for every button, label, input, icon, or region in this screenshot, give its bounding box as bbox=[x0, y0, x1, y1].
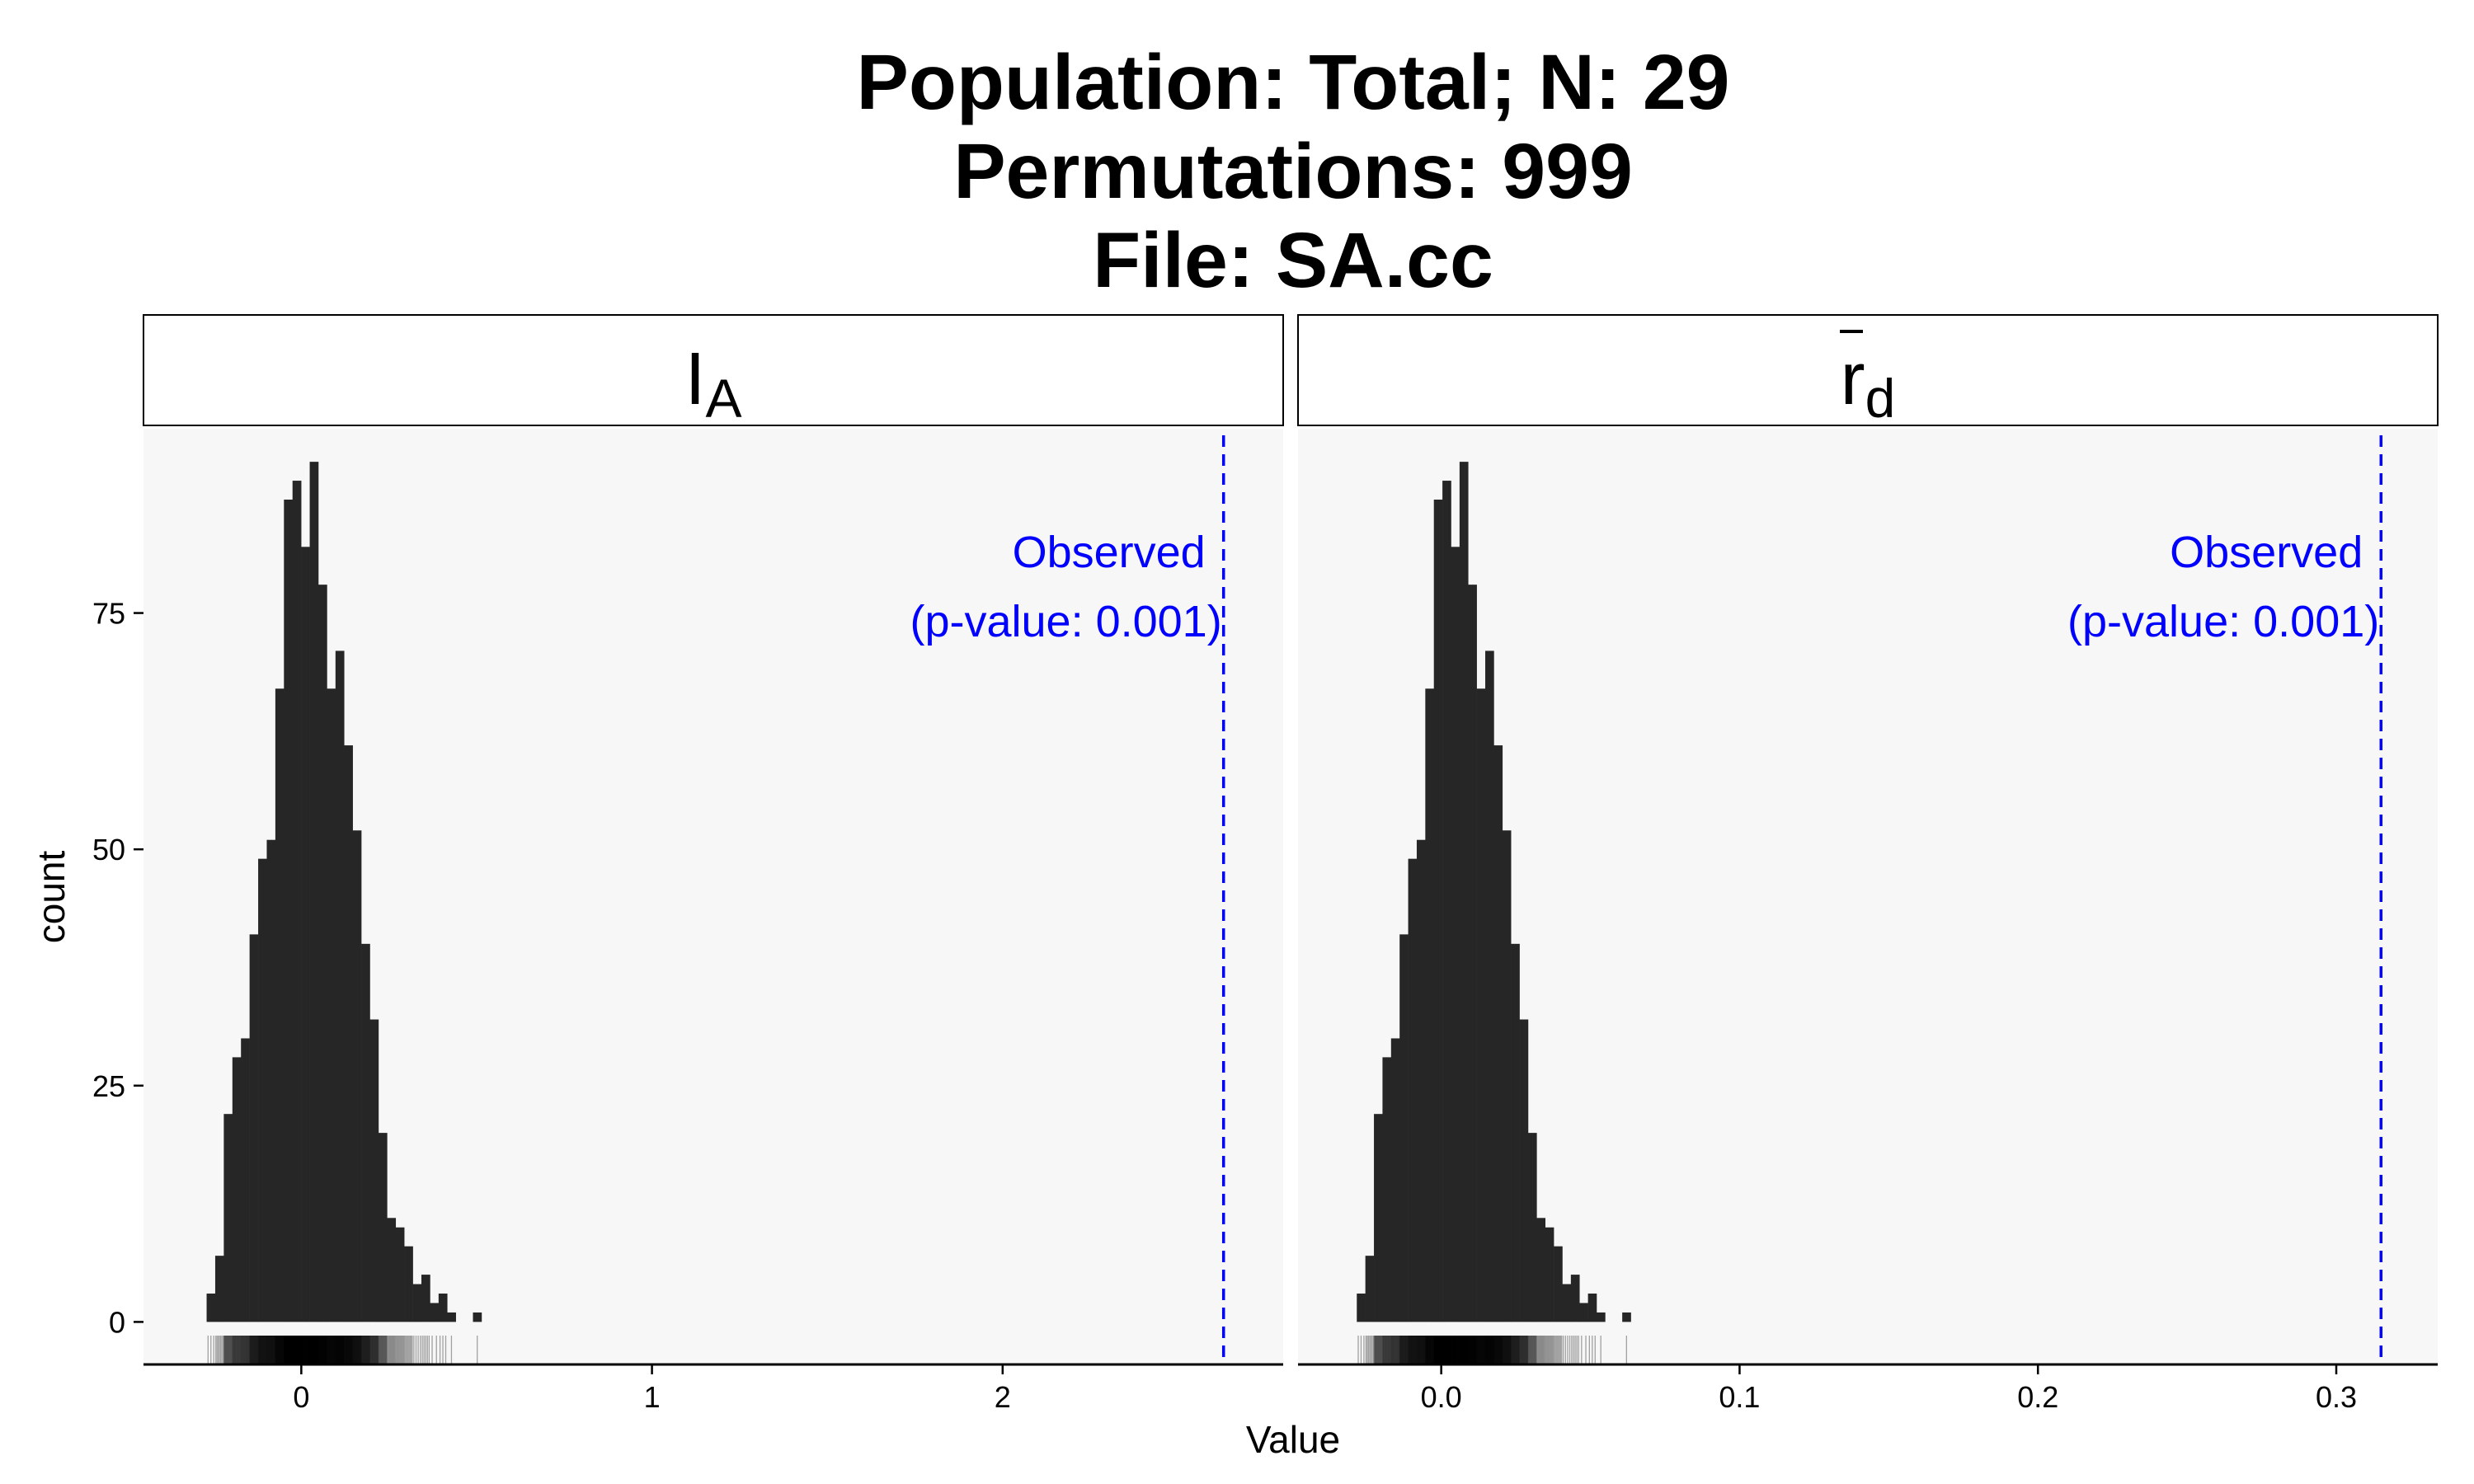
histogram-bar bbox=[1357, 1294, 1366, 1322]
histogram-bar bbox=[309, 462, 319, 1322]
histogram-bar bbox=[241, 1038, 250, 1322]
x-tick-label: 0.0 bbox=[1421, 1380, 1462, 1414]
histogram-bar bbox=[1468, 585, 1477, 1322]
histogram-bar bbox=[335, 650, 345, 1322]
histogram-bar bbox=[1408, 858, 1418, 1322]
strip-box bbox=[143, 314, 1284, 426]
histogram-bar bbox=[1493, 745, 1503, 1322]
histogram-bar bbox=[361, 943, 370, 1322]
histogram-bar bbox=[378, 1133, 388, 1322]
histogram-bar bbox=[249, 934, 259, 1322]
x-axis-title: Value bbox=[1246, 1418, 1340, 1461]
x-tick-label: 0.1 bbox=[1719, 1380, 1760, 1414]
histogram-bar bbox=[1459, 462, 1469, 1322]
strip-box bbox=[1297, 314, 2439, 426]
facet-panels: IA Observed (p-value: 0.001) 0 1 2 0 25 50 75 rd Ob… bbox=[92, 314, 2439, 1414]
x-tick-label: 1 bbox=[644, 1380, 661, 1414]
histogram-bar bbox=[327, 688, 336, 1322]
histogram-bar bbox=[1536, 1218, 1545, 1322]
histogram-bar bbox=[369, 1019, 379, 1322]
histogram-bar bbox=[1579, 1303, 1588, 1322]
title-line-2: Permutations: 999 bbox=[953, 128, 1633, 215]
title-line-3: File: SA.cc bbox=[1093, 217, 1493, 304]
histogram-bar bbox=[1476, 688, 1486, 1322]
histogram-bar bbox=[1416, 839, 1426, 1322]
x-tick-label: 2 bbox=[995, 1380, 1011, 1414]
histogram-bar bbox=[473, 1312, 482, 1322]
histogram-bar bbox=[1622, 1312, 1631, 1322]
strip-label-main: r bbox=[1841, 338, 1865, 420]
histogram-bar bbox=[1365, 1256, 1375, 1322]
y-tick-label: 75 bbox=[92, 597, 125, 631]
histogram-bar bbox=[223, 1114, 233, 1322]
histogram-bar bbox=[1425, 688, 1435, 1322]
histogram-bar bbox=[1399, 934, 1409, 1322]
p-value-label: (p-value: 0.001) bbox=[2067, 597, 2379, 646]
panel-r_d: rd Observed (p-value: 0.001) 0.0 0.1 0.2 0.3 bbox=[1297, 314, 2439, 1414]
y-tick-label: 50 bbox=[92, 833, 125, 866]
histogram-bar bbox=[1570, 1275, 1580, 1322]
histogram-bar bbox=[292, 481, 302, 1322]
histogram-bar bbox=[447, 1312, 456, 1322]
histogram-bar bbox=[301, 547, 310, 1322]
y-axis-title: count bbox=[30, 851, 73, 944]
histogram-bar bbox=[421, 1275, 430, 1322]
histogram-bar bbox=[1485, 650, 1494, 1322]
histogram-bar bbox=[1433, 499, 1443, 1322]
histogram-bar bbox=[266, 839, 276, 1322]
histogram-bar bbox=[214, 1256, 224, 1322]
histogram-bar bbox=[1527, 1133, 1537, 1322]
histogram-bar bbox=[1442, 481, 1451, 1322]
strip-label-main: I bbox=[684, 338, 705, 420]
strip-label-subscript: d bbox=[1865, 368, 1896, 429]
panel-I_A: IA Observed (p-value: 0.001) 0 1 2 0 25 50 75 bbox=[92, 314, 1284, 1414]
y-tick-label: 0 bbox=[109, 1305, 125, 1339]
histogram-bar bbox=[232, 1057, 242, 1322]
histogram-bar bbox=[206, 1294, 216, 1322]
histogram-bar bbox=[1451, 547, 1460, 1322]
histogram-bar bbox=[284, 499, 294, 1322]
x-tick-label: 0 bbox=[293, 1380, 309, 1414]
p-value-label: (p-value: 0.001) bbox=[910, 597, 1221, 646]
histogram-bar bbox=[1502, 830, 1512, 1322]
histogram-bar bbox=[1545, 1227, 1554, 1322]
x-tick-label: 0.3 bbox=[2316, 1380, 2357, 1414]
histogram-bar bbox=[1562, 1284, 1572, 1322]
histogram-bar bbox=[1587, 1294, 1597, 1322]
histogram-bar bbox=[404, 1246, 413, 1322]
histogram-bar bbox=[438, 1294, 448, 1322]
histogram-bar bbox=[412, 1284, 422, 1322]
histogram-bar bbox=[1390, 1038, 1400, 1322]
observed-label: Observed bbox=[1013, 528, 1206, 577]
histogram-bar bbox=[1554, 1246, 1563, 1322]
histogram-bar bbox=[1511, 943, 1520, 1322]
y-tick-label: 25 bbox=[92, 1069, 125, 1103]
histogram-bar bbox=[1519, 1019, 1529, 1322]
histogram-bar bbox=[275, 688, 285, 1322]
histogram-bar bbox=[1596, 1312, 1606, 1322]
strip-label: rd bbox=[1841, 338, 1896, 429]
histogram-bar bbox=[430, 1303, 440, 1322]
histogram-bar bbox=[387, 1218, 397, 1322]
histogram-bar bbox=[395, 1227, 405, 1322]
histogram-bar bbox=[344, 745, 353, 1322]
histogram-bar bbox=[258, 858, 267, 1322]
histogram-bar bbox=[317, 585, 327, 1322]
observed-label: Observed bbox=[2170, 528, 2363, 577]
x-tick-label: 0.2 bbox=[2017, 1380, 2058, 1414]
title-line-1: Population: Total; N: 29 bbox=[856, 39, 1729, 126]
histogram-bar bbox=[1382, 1057, 1392, 1322]
histogram-bar bbox=[1374, 1114, 1383, 1322]
strip-label-subscript: A bbox=[705, 368, 741, 429]
strip-label: IA bbox=[684, 338, 741, 429]
histogram-bar bbox=[352, 830, 362, 1322]
